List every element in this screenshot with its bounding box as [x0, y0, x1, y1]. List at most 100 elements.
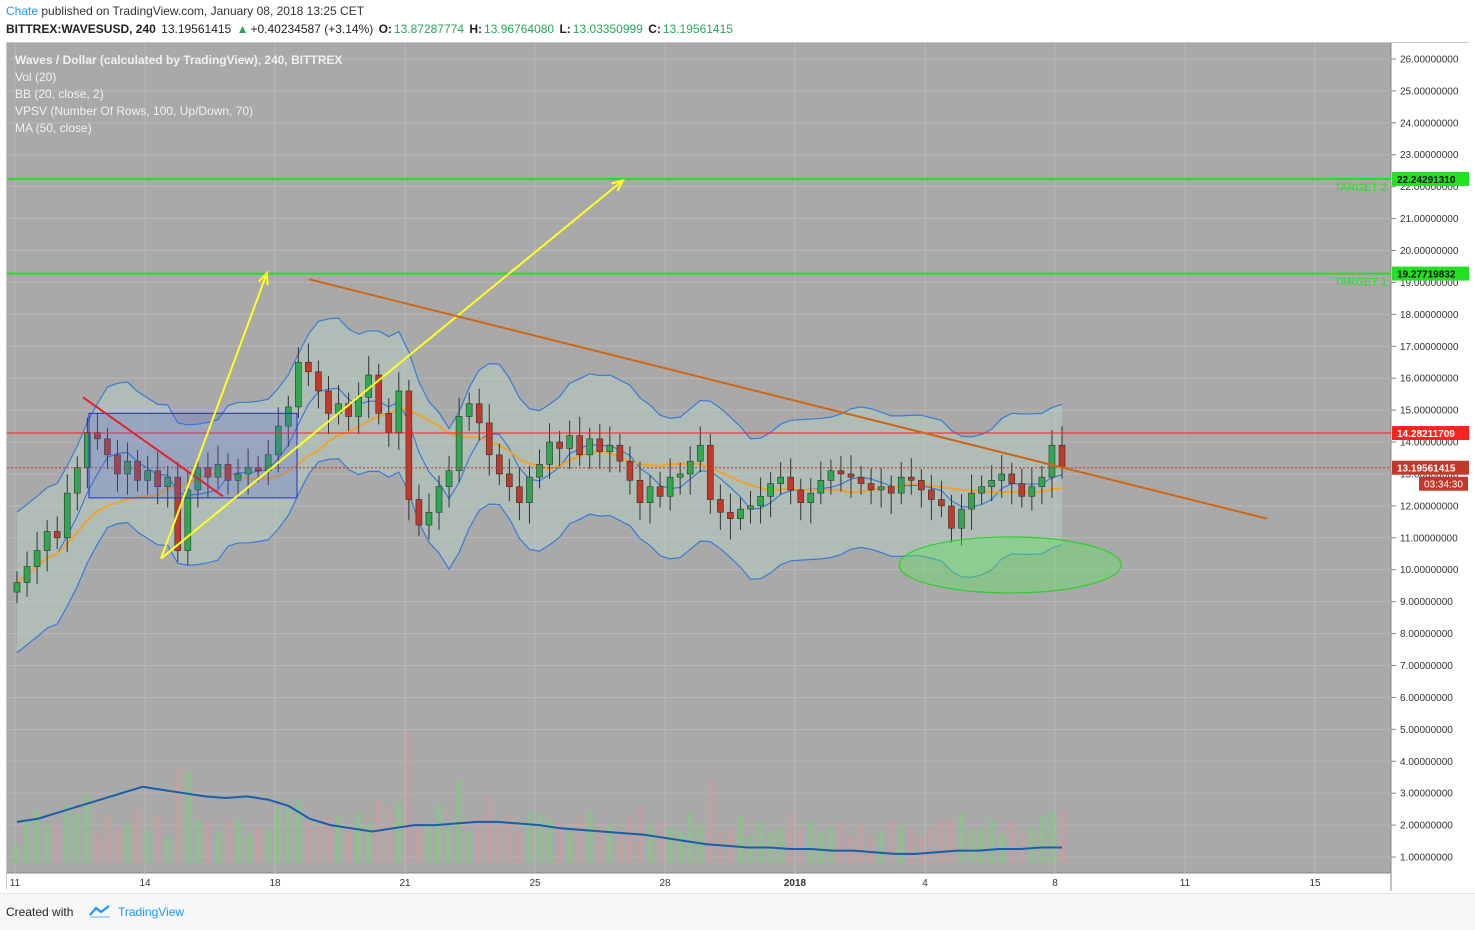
volume-bar [596, 827, 603, 864]
candle-body [767, 483, 774, 497]
volume-bar [898, 825, 905, 864]
chart-header: Chate published on TradingView.com, Janu… [0, 0, 1475, 42]
y-tick-label: 18.00000000 [1400, 310, 1459, 321]
candle-body [475, 403, 483, 424]
volume-bar [506, 818, 513, 864]
volume-bar [74, 811, 81, 864]
volume-bar [446, 825, 453, 864]
candle-body [757, 496, 764, 507]
target2-arrow-head [611, 178, 625, 192]
volume-bar [837, 822, 844, 864]
candle-body [295, 361, 302, 408]
volume-bar [667, 827, 674, 864]
price-change: +0.40234587 (+3.14%) [250, 22, 374, 36]
y-tick-label: 5.00000000 [1400, 725, 1453, 736]
volume-bar [295, 799, 302, 864]
candle-body [315, 371, 322, 392]
candle-body [928, 489, 935, 500]
candle-body [355, 397, 362, 417]
volume-bar [586, 810, 593, 864]
y-tick-label: 23.00000000 [1400, 150, 1459, 161]
last-price-tag [1392, 460, 1469, 475]
volume-bar [516, 829, 523, 864]
volume-bar [44, 822, 51, 864]
volume-bar [415, 821, 422, 864]
candle-body [13, 582, 21, 593]
candle-body [53, 531, 61, 539]
chart-panel[interactable]: 26.00000000 25.00000000 24.00000000 23.0000… [6, 42, 1470, 891]
candle-body [666, 476, 674, 497]
volume-bar [144, 830, 151, 864]
y-tick-label: 11.00000000 [1400, 533, 1458, 544]
candle-body [405, 390, 413, 500]
candle-body [576, 435, 583, 456]
candle-body [837, 470, 845, 475]
candle-body [867, 483, 875, 491]
x-tick-label: 11 [1180, 878, 1191, 889]
candle-body [506, 473, 513, 488]
candle-body [104, 438, 111, 456]
volume-bar [526, 811, 533, 864]
volume-bar [556, 824, 563, 864]
tradingview-link[interactable]: TradingView [118, 905, 185, 919]
symbol-name: BITTREX:WAVESUSD, 240 [6, 22, 156, 36]
volume-bar [1028, 826, 1035, 864]
author-link[interactable]: Chate [6, 4, 39, 18]
last-price: 13.19561415 [161, 22, 232, 36]
candle-body [938, 499, 945, 507]
candle-body [1028, 486, 1036, 497]
bollinger-upper [16, 317, 1063, 513]
y-tick-label: 15.00000000 [1400, 406, 1459, 417]
candle-body [998, 473, 1006, 481]
candle-body [305, 361, 312, 373]
candle-body [737, 508, 744, 519]
volume-bar [375, 800, 382, 864]
candle-body [887, 486, 895, 494]
volume-bar [858, 824, 865, 864]
volume-bar [184, 770, 191, 864]
y-tick-label: 17.00000000 [1400, 342, 1459, 353]
volume-bar [315, 827, 322, 864]
volume-bar [456, 781, 463, 864]
volume-bar [214, 832, 221, 864]
volume-bar [345, 827, 352, 864]
volume-bar [325, 814, 332, 864]
candle-body [847, 473, 855, 478]
legend-bb: BB (20, close, 2) [15, 87, 104, 101]
y-tick-label: 22.00000000 [1400, 182, 1459, 193]
low-value: 13.03350999 [572, 22, 643, 36]
volume-bar [466, 832, 473, 864]
target1-arrow-head [258, 270, 269, 285]
candle-body [33, 550, 41, 567]
candle-body [395, 390, 403, 433]
candle-body [918, 480, 925, 491]
candle-body [385, 413, 393, 433]
volume-bar [174, 768, 181, 864]
volume-bar [255, 827, 262, 864]
candle-body [1008, 473, 1016, 484]
y-tick-label: 14.00000000 [1400, 438, 1459, 449]
volume-bar [104, 815, 111, 864]
candle-body [536, 464, 543, 478]
y-tick-label: 16.00000000 [1400, 374, 1459, 385]
volume-bar [978, 828, 985, 864]
candle-body [556, 441, 563, 449]
candle-body [958, 508, 965, 529]
price-chart[interactable]: 26.00000000 25.00000000 24.00000000 23.0000… [7, 43, 1470, 891]
volume-bar [546, 819, 553, 864]
y-tick-label: 9.00000000 [1400, 597, 1453, 608]
candle-body [696, 444, 704, 462]
volume-ma-line [16, 785, 1062, 855]
candle-body [807, 492, 815, 503]
volume-bar [536, 813, 543, 864]
volume-bar [576, 817, 583, 864]
candle-body [646, 486, 654, 503]
level-price-text: 14.28211709 [1397, 429, 1455, 440]
volume-bar [355, 812, 362, 864]
volume-bar [14, 844, 20, 864]
x-tick-label: 8 [1052, 878, 1058, 889]
candle-body [415, 499, 423, 526]
candle-body [616, 444, 624, 462]
candle-body [676, 473, 684, 478]
x-tick-label: 18 [269, 878, 281, 889]
